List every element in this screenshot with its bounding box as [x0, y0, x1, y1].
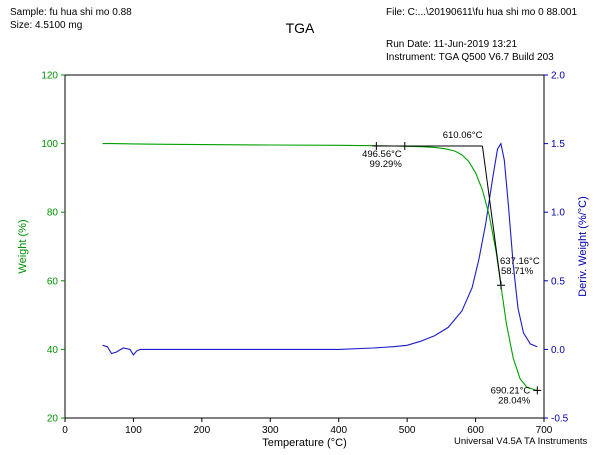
x-tick-label: 500: [399, 425, 416, 436]
x-axis-label: Temperature (°C): [262, 437, 346, 449]
chart-title: TGA: [285, 20, 315, 36]
y-tick-label: 60: [47, 276, 59, 287]
y-tick-label: 20: [47, 414, 59, 425]
software-footer: Universal V4.5A TA Instruments: [454, 436, 588, 447]
series-line-weight: [102, 143, 538, 392]
annotation-point1-weight: 99.29%: [370, 159, 403, 170]
x-tick-label: 400: [330, 425, 347, 436]
annotation-point2-temp: 637.16°C: [500, 256, 540, 267]
annotation-point1-temp: 496.56°C: [362, 149, 402, 160]
x-tick-label: 100: [125, 425, 142, 436]
y2-tick-label: 0.5: [551, 276, 565, 287]
y2-tick-label: 0.0: [551, 345, 565, 356]
y-tick-label: 120: [41, 71, 58, 82]
x-tick-label: 300: [262, 425, 279, 436]
annotation-onset-temp: 610.06°C: [443, 130, 483, 141]
marker-base-start: [372, 142, 381, 151]
x-tick-label: 700: [536, 425, 553, 436]
onset-tangent: [481, 145, 502, 286]
marker-point3: [533, 386, 542, 395]
x-tick-label: 0: [62, 425, 68, 436]
marker-point1: [400, 142, 409, 151]
marker-point2: [496, 281, 505, 290]
annotations: 610.06°C 496.56°C 99.29% 637.16°C 58.71%…: [362, 130, 542, 406]
series-line-deriv-weight: [102, 142, 538, 356]
x-tick-label: 600: [467, 425, 484, 436]
y2-tick-label: 1.5: [551, 139, 565, 150]
y-tick-label: 100: [41, 139, 58, 150]
annotation-point2-weight: 58.71%: [501, 266, 534, 277]
y-axis-label: Weight (%): [17, 219, 29, 273]
sample-name: Sample: fu hua shi mo 0.88: [10, 7, 132, 18]
file-path: File: C:...\20190611\fu hua shi mo 0 88.…: [386, 7, 578, 18]
y2-tick-label: 1.0: [551, 208, 565, 219]
y2-axis-label: Deriv. Weight (%/°C): [577, 196, 589, 297]
sample-size: Size: 4.5100 mg: [10, 20, 83, 31]
y2-axis-ticks: -0.5 0.0 0.5 1.0 1.5 2.0: [544, 71, 569, 425]
plot-area-frame: [64, 74, 545, 419]
annotation-point3-weight: 28.04%: [498, 395, 531, 406]
run-date: Run Date: 11-Jun-2019 13:21: [386, 39, 518, 50]
y2-tick-label: -0.5: [551, 414, 569, 425]
x-tick-label: 200: [194, 425, 211, 436]
y2-tick-label: 2.0: [551, 71, 565, 82]
y-tick-label: 40: [47, 345, 59, 356]
annotation-point3-temp: 690.21°C: [491, 385, 531, 396]
y-axis-ticks: 20 40 60 80 100 120: [41, 71, 65, 425]
x-axis-ticks: 0 100 200 300 400 500 600 700: [62, 418, 553, 436]
y-tick-label: 80: [47, 208, 59, 219]
instrument-info: Instrument: TGA Q500 V6.7 Build 203: [386, 52, 554, 63]
